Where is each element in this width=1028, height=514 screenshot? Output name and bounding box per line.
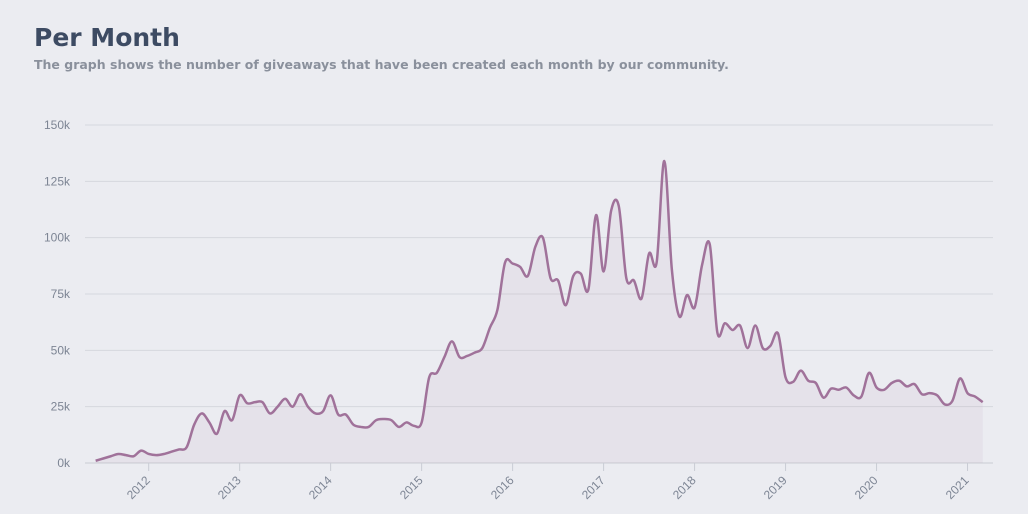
y-tick-label: 125k (44, 174, 71, 188)
y-tick-label: 75k (51, 287, 71, 301)
y-tick-label: 150k (44, 118, 71, 132)
line (95, 159, 984, 462)
y-tick-label: 0k (57, 456, 71, 470)
chart-subtitle: The graph shows the number of giveaways … (34, 57, 729, 72)
y-tick-label: 100k (44, 231, 71, 245)
chart-title: Per Month (34, 23, 180, 52)
y-tick-label: 50k (51, 343, 71, 357)
y-tick-label: 25k (51, 400, 71, 414)
area (95, 161, 983, 464)
